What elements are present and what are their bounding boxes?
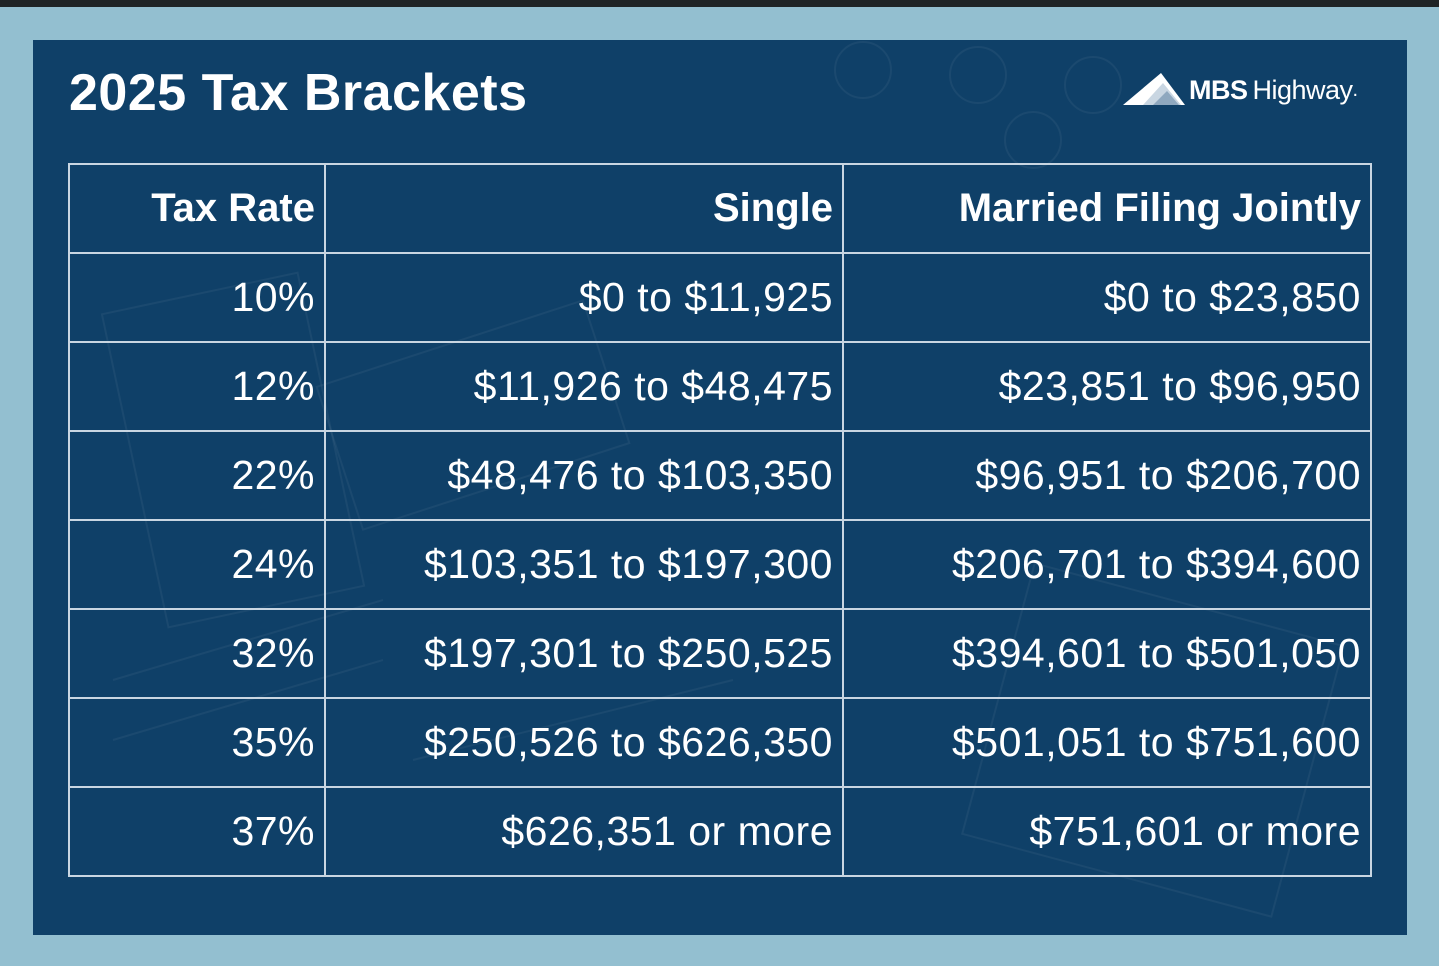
single-range-cell: $250,526 to $626,350: [324, 697, 844, 788]
single-range-cell: $0 to $11,925: [324, 252, 844, 343]
table-row: 37% $626,351 or more $751,601 or more: [68, 786, 1372, 877]
tax-rate-cell: 24%: [68, 519, 326, 610]
table-row: 10% $0 to $11,925 $0 to $23,850: [68, 252, 1372, 343]
brand-trademark-dot: .: [1352, 78, 1359, 101]
married-range-cell: $96,951 to $206,700: [842, 430, 1372, 521]
tax-brackets-card: 2025 Tax Brackets MBS Highway . Tax Rate…: [33, 40, 1407, 935]
brand-name-light: Highway: [1252, 74, 1354, 105]
married-range-cell: $501,051 to $751,600: [842, 697, 1372, 788]
brand-logo: MBS Highway .: [1123, 70, 1358, 110]
top-strip: [0, 0, 1439, 7]
married-range-cell: $23,851 to $96,950: [842, 341, 1372, 432]
table-header-row: Tax Rate Single Married Filing Jointly: [68, 163, 1372, 254]
tax-rate-cell: 35%: [68, 697, 326, 788]
married-range-cell: $206,701 to $394,600: [842, 519, 1372, 610]
single-range-cell: $197,301 to $250,525: [324, 608, 844, 699]
table-row: 22% $48,476 to $103,350 $96,951 to $206,…: [68, 430, 1372, 521]
tax-rate-cell: 12%: [68, 341, 326, 432]
table-row: 12% $11,926 to $48,475 $23,851 to $96,95…: [68, 341, 1372, 432]
tax-rate-cell: 32%: [68, 608, 326, 699]
brand-name-bold: MBS: [1189, 74, 1248, 105]
single-range-cell: $626,351 or more: [324, 786, 844, 877]
table-row: 32% $197,301 to $250,525 $394,601 to $50…: [68, 608, 1372, 699]
married-range-cell: $751,601 or more: [842, 786, 1372, 877]
mountain-logo-icon: [1123, 73, 1185, 105]
tax-brackets-table: Tax Rate Single Married Filing Jointly 1…: [68, 163, 1372, 877]
married-range-cell: $0 to $23,850: [842, 252, 1372, 343]
married-range-cell: $394,601 to $501,050: [842, 608, 1372, 699]
table-row: 24% $103,351 to $197,300 $206,701 to $39…: [68, 519, 1372, 610]
column-header-single: Single: [324, 163, 844, 254]
single-range-cell: $103,351 to $197,300: [324, 519, 844, 610]
column-header-married-filing-jointly: Married Filing Jointly: [842, 163, 1372, 254]
single-range-cell: $11,926 to $48,475: [324, 341, 844, 432]
column-header-tax-rate: Tax Rate: [68, 163, 326, 254]
tax-rate-cell: 37%: [68, 786, 326, 877]
single-range-cell: $48,476 to $103,350: [324, 430, 844, 521]
table-row: 35% $250,526 to $626,350 $501,051 to $75…: [68, 697, 1372, 788]
tax-rate-cell: 22%: [68, 430, 326, 521]
page-title: 2025 Tax Brackets: [69, 64, 528, 122]
tax-rate-cell: 10%: [68, 252, 326, 343]
